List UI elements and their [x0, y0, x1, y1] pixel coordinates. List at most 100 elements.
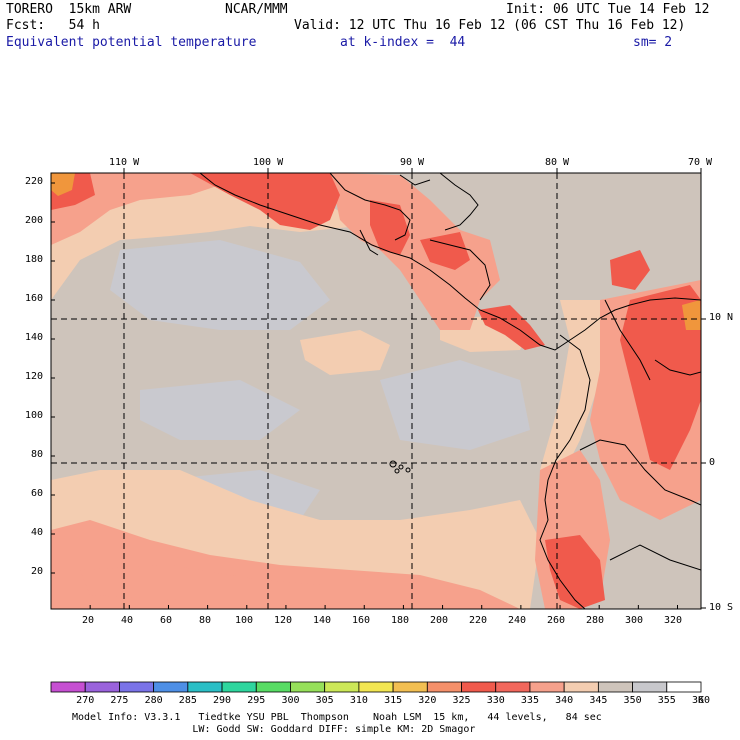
left-tick-label: 20 [31, 566, 44, 577]
bottom-tick-label: 160 [352, 615, 371, 626]
bottom-tick-label: 100 [235, 615, 254, 626]
colorbar-swatch [392, 681, 428, 693]
field-name: Equivalent potential temperature [6, 35, 257, 50]
coastlines [199, 173, 701, 609]
colorbar-swatch [461, 681, 497, 693]
left-tick-label: 140 [25, 332, 44, 343]
colorbar-level-label: 275 [110, 695, 129, 706]
colorbar-level-label: 285 [178, 695, 197, 706]
colorbar-level-label: 305 [315, 695, 334, 706]
lat-label: 10 N [709, 312, 734, 323]
colorbar-level-label: 320 [418, 695, 437, 706]
left-tick-label: 220 [25, 176, 44, 187]
colorbar-level-label: 355 [657, 695, 676, 706]
bottom-tick-label: 40 [121, 615, 134, 626]
bottom-tick-label: 300 [625, 615, 644, 626]
left-tick-label: 60 [31, 488, 44, 499]
hot-spot [51, 173, 75, 196]
colorbar-level-label: 350 [623, 695, 642, 706]
left-tick-label: 40 [31, 527, 44, 538]
colorbar-swatch [221, 681, 257, 693]
lon-label: 80 W [545, 157, 570, 168]
colorbar-swatch [119, 681, 155, 693]
colorbar-level-label: 345 [589, 695, 608, 706]
model-info-line1: Model Info: V3.3.1 Tiedtke YSU PBL Thomp… [72, 712, 602, 723]
colorbar-level-label: 290 [213, 695, 232, 706]
organization-label: NCAR/MMM [225, 2, 288, 17]
plot-frame [50, 172, 702, 610]
bottom-tick-label: 260 [547, 615, 566, 626]
cool-zone [110, 240, 330, 330]
colorbar-level-label: 310 [349, 695, 368, 706]
bottom-tick-label: 80 [199, 615, 212, 626]
init-time: Init: 06 UTC Tue 14 Feb 12 [506, 2, 710, 17]
red-zone [545, 535, 605, 609]
tick-marks [51, 168, 706, 609]
colorbar-level-label: 325 [452, 695, 471, 706]
bottom-tick-label: 60 [160, 615, 173, 626]
bottom-tick-label: 20 [82, 615, 95, 626]
bottom-tick-label: 220 [469, 615, 488, 626]
colorbar-swatch [597, 681, 633, 693]
cool-zone [140, 380, 300, 440]
bottom-tick-label: 240 [508, 615, 527, 626]
colorbar-level-label: 270 [76, 695, 95, 706]
colorbar-level-label: 335 [520, 695, 539, 706]
lon-label: 110 W [109, 157, 140, 168]
colorbar-level-label: 340 [555, 695, 574, 706]
model-info-line2: LW: Godd SW: Goddard DIFF: simple KM: 2D… [72, 724, 476, 735]
colorbar-level-label: 360 [691, 695, 711, 706]
theta-e-field [51, 173, 701, 609]
level-label: at k-index = 44 [340, 35, 466, 50]
colorbar-swatch [495, 681, 531, 693]
bottom-tick-label: 320 [664, 615, 683, 626]
model-title: TORERO 15km ARW [6, 2, 132, 17]
colorbar-swatch [324, 681, 360, 693]
colorbar-swatch [358, 681, 394, 693]
red-zone [620, 285, 701, 470]
lat-label: 10 S [709, 602, 734, 613]
colorbar-level-label: 300 [281, 695, 300, 706]
colorbar-swatch [426, 681, 462, 693]
left-tick-label: 80 [31, 449, 44, 460]
red-zone [190, 173, 340, 230]
red-zone [610, 250, 650, 290]
galapagos-islands [389, 460, 411, 474]
colorbar-swatch [153, 681, 189, 693]
lat-label: 0 [709, 457, 716, 468]
red-zone [370, 200, 410, 255]
colorbar-unit: K [698, 695, 705, 706]
bottom-tick-label: 200 [430, 615, 449, 626]
red-zone [420, 232, 470, 270]
colorbar [50, 681, 702, 693]
hot-spot [682, 300, 701, 330]
colorbar-swatch [84, 681, 120, 693]
cool-zone [380, 360, 530, 450]
bottom-tick-label: 140 [313, 615, 332, 626]
colorbar-level-label: 315 [384, 695, 403, 706]
forecast-hour: Fcst: 54 h [6, 18, 100, 33]
graticule [51, 173, 701, 609]
valid-time: Valid: 12 UTC Thu 16 Feb 12 (06 CST Thu … [294, 18, 686, 33]
lon-label: 100 W [253, 157, 284, 168]
colorbar-swatch [187, 681, 223, 693]
colorbar-swatch [290, 681, 326, 693]
warm-band [300, 330, 390, 375]
colorbar-swatch [666, 681, 702, 693]
colorbar-level-label: 280 [144, 695, 163, 706]
colorbar-level-label: 295 [247, 695, 266, 706]
salmon-band [80, 565, 320, 600]
bottom-tick-label: 180 [391, 615, 410, 626]
lon-label: 90 W [400, 157, 425, 168]
left-tick-label: 160 [25, 293, 44, 304]
smoothing-label: sm= 2 [633, 35, 673, 50]
left-tick-label: 100 [25, 410, 44, 421]
colorbar-swatch [563, 681, 599, 693]
left-tick-label: 120 [25, 371, 44, 382]
left-tick-label: 200 [25, 215, 44, 226]
colorbar-level-label: 330 [486, 695, 505, 706]
left-tick-label: 180 [25, 254, 44, 265]
colorbar-swatch [529, 681, 565, 693]
colorbar-swatch [50, 681, 86, 693]
